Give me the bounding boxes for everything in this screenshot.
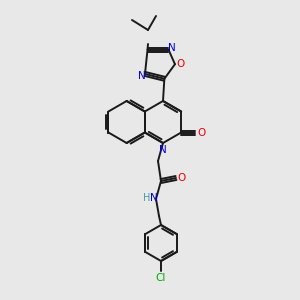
Text: Cl: Cl bbox=[156, 273, 166, 283]
Text: N: N bbox=[168, 43, 175, 52]
Text: O: O bbox=[197, 128, 205, 137]
Text: O: O bbox=[178, 173, 186, 183]
Text: N: N bbox=[138, 71, 146, 81]
Text: N: N bbox=[159, 145, 167, 155]
Text: N: N bbox=[150, 193, 158, 203]
Text: H: H bbox=[143, 193, 151, 203]
Text: O: O bbox=[177, 59, 185, 69]
